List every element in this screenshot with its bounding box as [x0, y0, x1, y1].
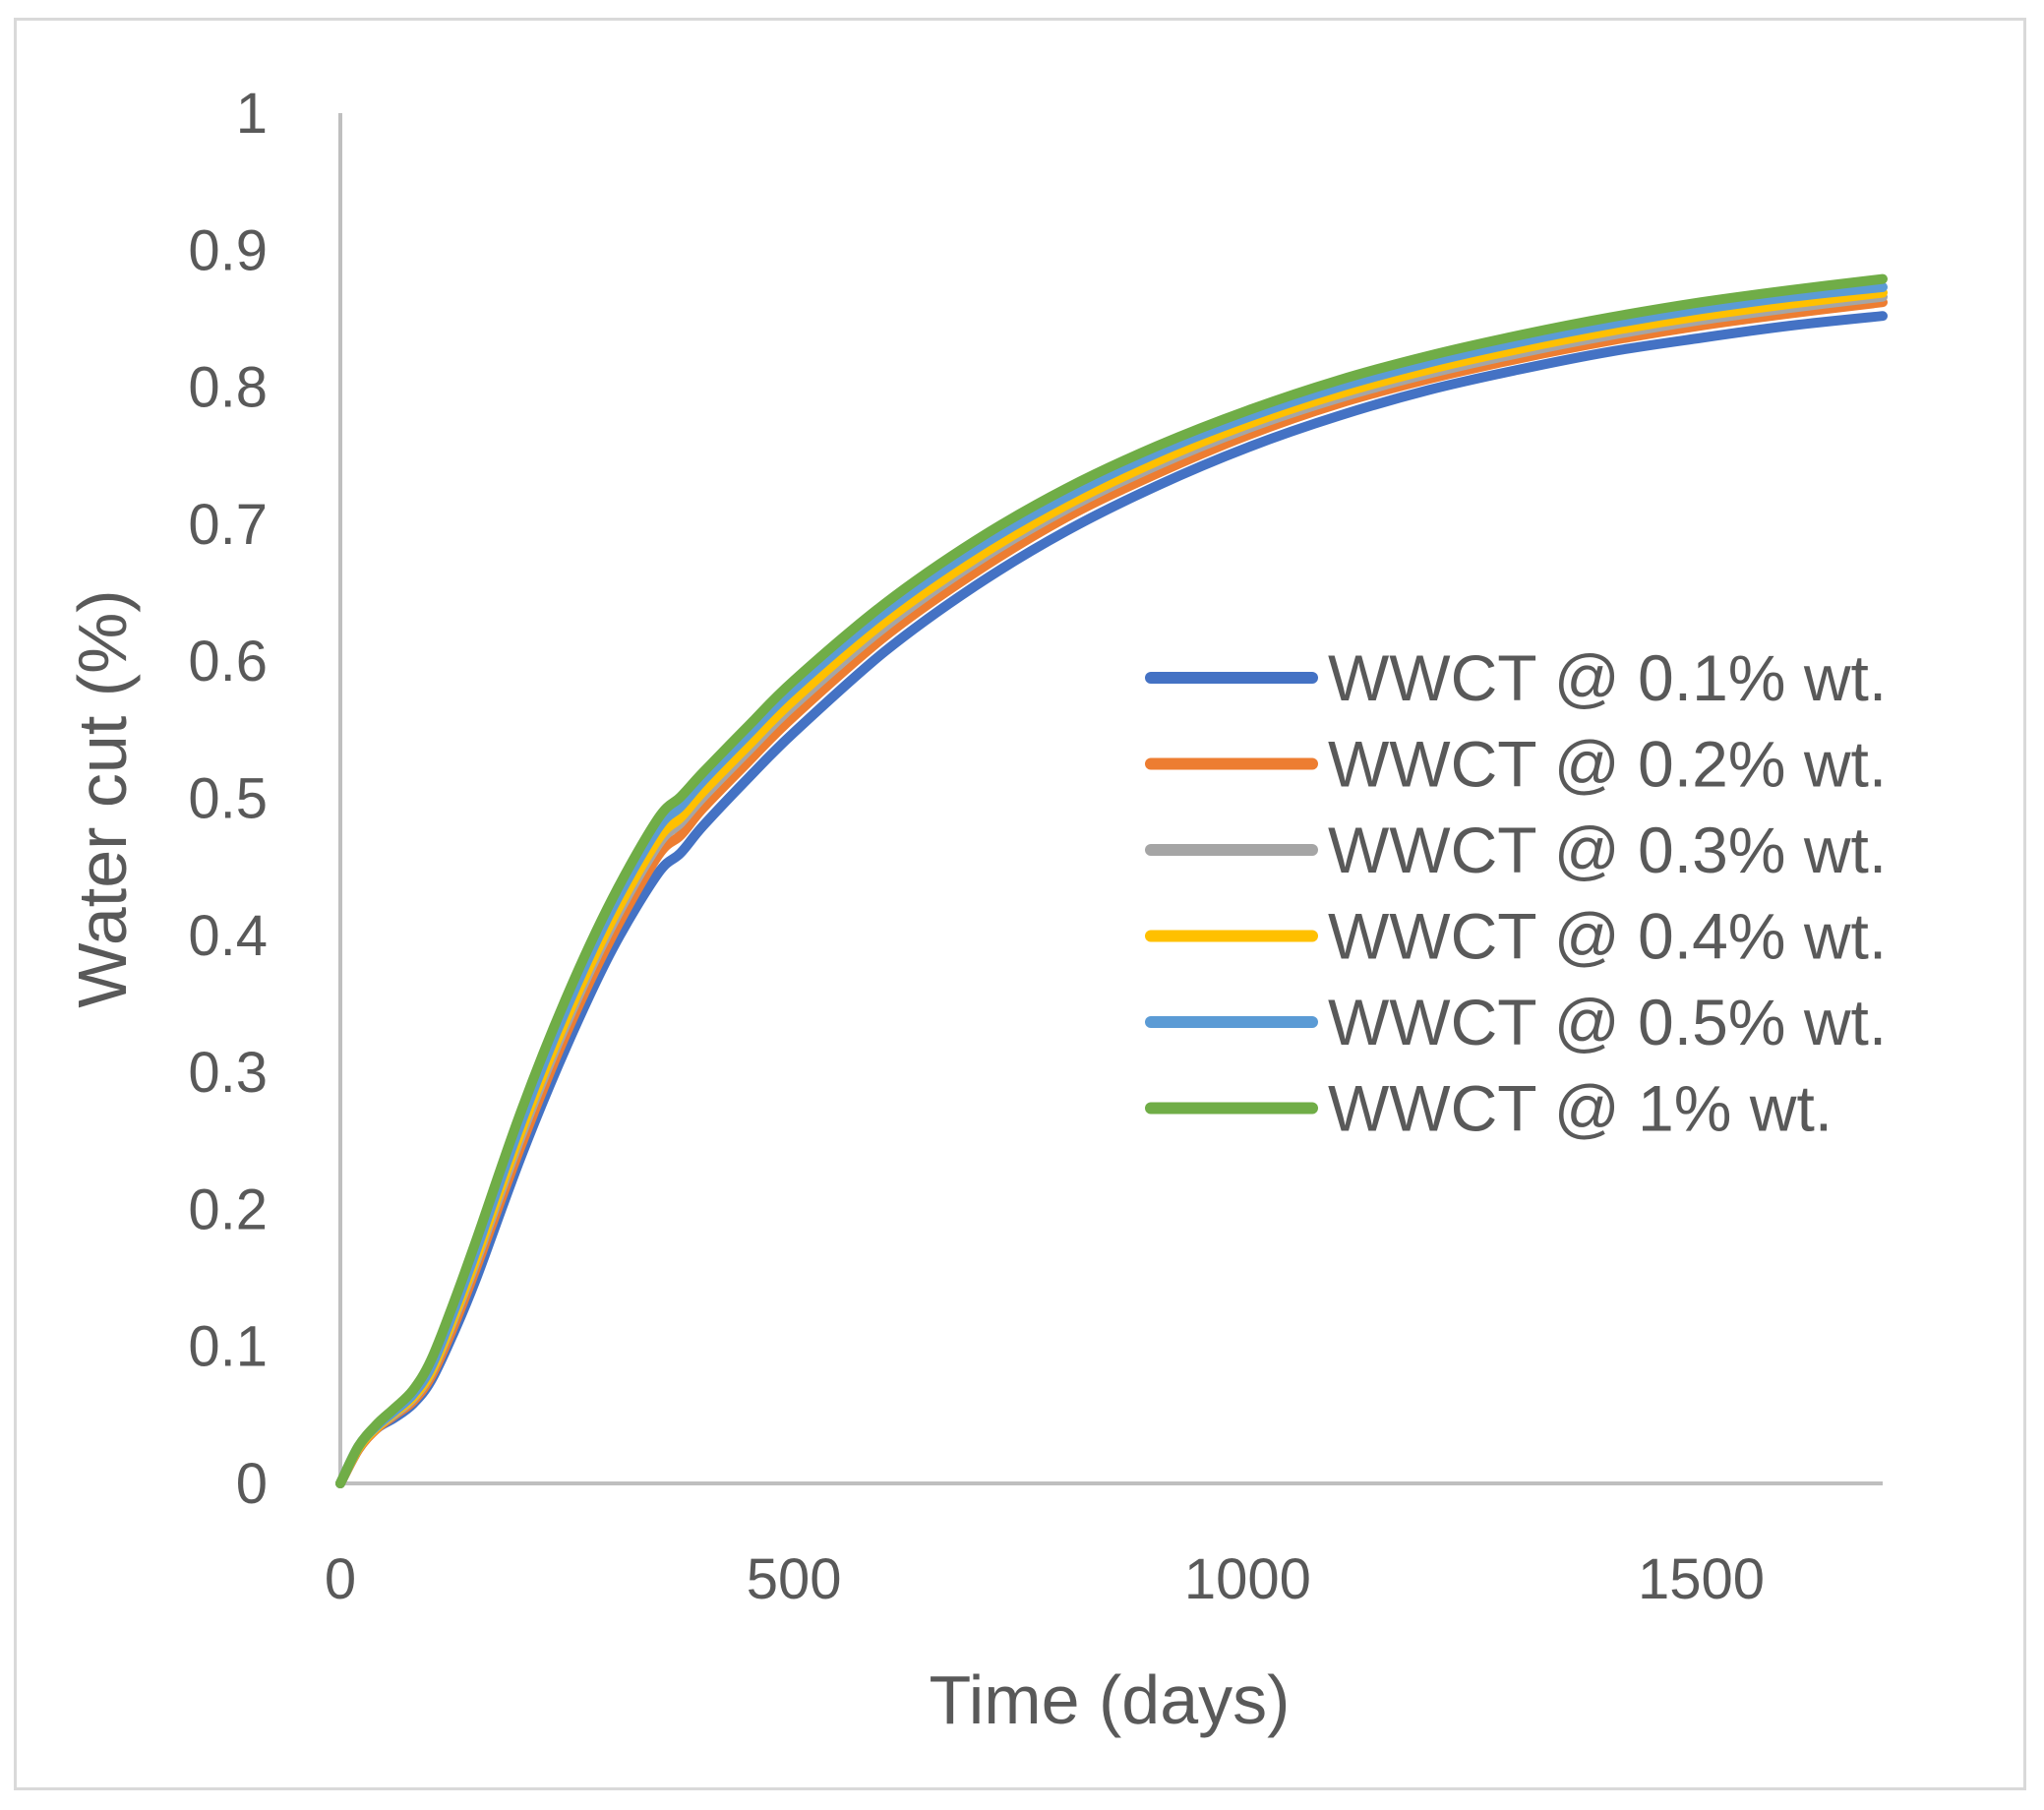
y-tick-label: 0.5 [188, 767, 268, 831]
legend-label-6: WWCT @ 1% wt. [1328, 1072, 1833, 1145]
x-tick-label: 0 [325, 1547, 356, 1611]
x-axis-title: Time (days) [930, 1661, 1291, 1738]
x-tick-label: 1500 [1638, 1547, 1765, 1611]
y-tick-label: 0.1 [188, 1315, 268, 1379]
y-tick-label: 0.6 [188, 630, 268, 694]
x-tick-labels: 0 500 1000 1500 [325, 1547, 1765, 1611]
series-lines [335, 273, 1888, 1488]
y-axis-title: Water cut (%) [64, 589, 141, 1007]
y-tick-label: 0 [236, 1452, 268, 1516]
y-tick-label: 0.4 [188, 904, 268, 968]
legend-label-1: WWCT @ 0.1% wt. [1328, 641, 1887, 714]
legend-label-5: WWCT @ 0.5% wt. [1328, 986, 1887, 1058]
legend-label-4: WWCT @ 0.4% wt. [1328, 900, 1887, 973]
y-tick-label: 0.2 [188, 1177, 268, 1241]
y-tick-label: 1 [236, 82, 268, 146]
series-line-6 [335, 273, 1888, 1488]
y-tick-label: 0.8 [188, 356, 268, 420]
y-tick-label: 0.9 [188, 218, 268, 282]
x-tick-label: 500 [747, 1547, 842, 1611]
y-tick-label: 0.7 [188, 493, 268, 557]
legend-label-2: WWCT @ 0.2% wt. [1328, 728, 1887, 801]
legend: WWCT @ 0.1% wt. WWCT @ 0.2% wt. WWCT @ 0.3… [1145, 641, 1887, 1145]
legend-label-3: WWCT @ 0.3% wt. [1328, 814, 1887, 886]
y-tick-label: 0.3 [188, 1041, 268, 1105]
x-tick-label: 1000 [1184, 1547, 1311, 1611]
y-tick-labels: 0 0.1 0.2 0.3 0.4 0.5 0.6 0.7 0.8 0.9 1 [188, 82, 268, 1516]
